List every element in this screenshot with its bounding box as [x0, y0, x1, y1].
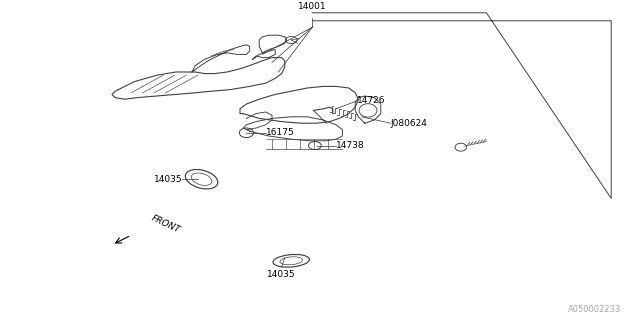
- Text: 14726: 14726: [357, 96, 386, 105]
- Text: A050002233: A050002233: [568, 305, 621, 314]
- Text: J080624: J080624: [390, 119, 428, 128]
- Text: 16175: 16175: [266, 128, 294, 137]
- Text: 14035: 14035: [268, 270, 296, 279]
- Text: FRONT: FRONT: [150, 213, 182, 235]
- Text: 14035: 14035: [154, 175, 182, 184]
- Text: 14738: 14738: [336, 141, 365, 150]
- Text: 14001: 14001: [298, 2, 326, 11]
